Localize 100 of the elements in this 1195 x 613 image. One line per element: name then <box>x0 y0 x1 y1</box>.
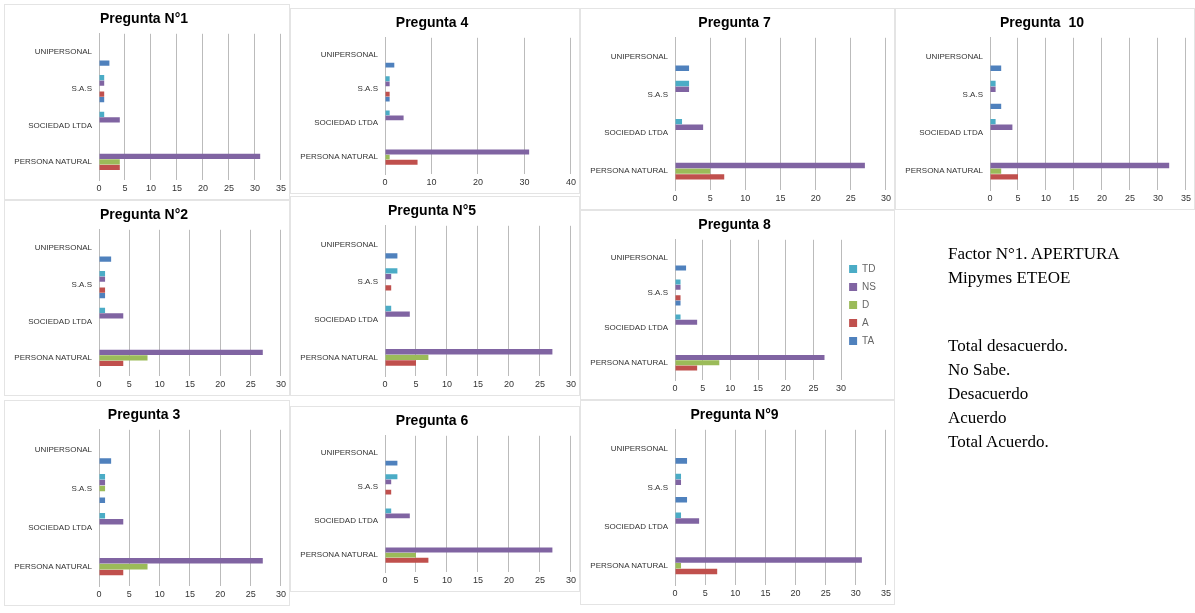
bar <box>675 314 681 320</box>
x-tick-label: 20 <box>472 177 484 188</box>
bar <box>675 300 681 306</box>
y-tick-label: UNIPERSONAL <box>320 448 379 458</box>
y-tick-label: PERSONA NATURAL <box>14 561 93 571</box>
x-tick-label: 0 <box>672 383 678 394</box>
x-tick-label: 15 <box>184 589 196 600</box>
x-tick-label: 30 <box>1152 193 1163 204</box>
x-tick-label: 30 <box>275 379 286 390</box>
x-tick-label: 10 <box>154 589 165 600</box>
bar <box>675 319 698 325</box>
x-tick-label: 10 <box>1040 193 1052 204</box>
chart-title: Pregunta N°2 <box>99 206 189 223</box>
y-tick-label: S.A.S <box>71 279 92 289</box>
bar <box>675 563 682 569</box>
text: Acuerdo <box>948 407 1008 429</box>
bar <box>385 360 416 366</box>
x-tick-label: 10 <box>154 379 165 390</box>
x-tick-label: 15 <box>1068 193 1080 204</box>
y-tick-label: SOCIEDAD LTDA <box>28 522 93 532</box>
y-tick-label: S.A.S <box>71 483 92 493</box>
x-tick-label: 5 <box>702 588 708 599</box>
bar <box>675 295 681 301</box>
chart-title: Pregunta 8 <box>698 216 771 233</box>
bar <box>385 285 392 291</box>
x-tick-label: 15 <box>184 379 196 390</box>
x-tick-label: 20 <box>503 575 514 586</box>
bar <box>675 162 865 169</box>
y-tick-label: PERSONA NATURAL <box>14 353 93 363</box>
bar <box>675 168 711 174</box>
bar <box>385 557 429 563</box>
x-tick-label: 5 <box>413 575 419 586</box>
bar <box>385 110 390 116</box>
x-tick-label: 0 <box>672 193 678 204</box>
bar <box>675 557 862 563</box>
bar <box>675 124 704 131</box>
bar <box>675 479 682 486</box>
bar <box>385 253 398 259</box>
y-tick-label: PERSONA NATURAL <box>14 157 93 167</box>
y-tick-label: UNIPERSONAL <box>320 239 379 249</box>
bar <box>675 518 700 524</box>
y-tick-label: PERSONA NATURAL <box>300 550 379 560</box>
y-tick-label: SOCIEDAD LTDA <box>604 522 669 532</box>
bar <box>675 360 720 366</box>
x-tick-label: 15 <box>760 588 771 599</box>
x-tick-label: 10 <box>426 177 437 188</box>
x-tick-label: 25 <box>1124 193 1135 204</box>
y-tick-label: PERSONA NATURAL <box>590 357 669 367</box>
x-tick-label: 15 <box>171 183 183 194</box>
y-tick-label: S.A.S <box>71 83 92 93</box>
bar <box>675 365 698 371</box>
bar <box>99 513 106 519</box>
x-tick-label: 10 <box>740 193 751 204</box>
x-tick-label: 30 <box>880 193 891 204</box>
x-tick-label: 35 <box>1180 193 1191 204</box>
bar <box>99 313 124 319</box>
y-tick-label: S.A.S <box>357 277 378 287</box>
y-tick-label: UNIPERSONAL <box>34 243 93 253</box>
bar <box>990 162 1170 169</box>
y-tick-label: SOCIEDAD LTDA <box>919 128 984 138</box>
x-tick-label: 20 <box>215 379 226 390</box>
x-tick-label: 25 <box>245 589 256 600</box>
x-tick-label: 15 <box>753 383 764 394</box>
y-tick-label: UNIPERSONAL <box>34 444 93 454</box>
x-tick-label: 20 <box>790 588 801 599</box>
x-tick-label: 40 <box>565 177 576 188</box>
x-tick-label: 25 <box>534 379 545 390</box>
y-tick-label: UNIPERSONAL <box>34 47 93 57</box>
legend-label: A <box>862 316 870 328</box>
x-tick-label: 5 <box>122 183 128 194</box>
x-tick-label: 25 <box>245 379 256 390</box>
bar <box>99 473 106 480</box>
x-tick-label: 5 <box>126 379 132 390</box>
x-tick-label: 0 <box>382 177 388 188</box>
x-tick-label: 30 <box>519 177 530 188</box>
text: Total Acuerdo. <box>948 431 1050 453</box>
chart-title: Pregunta N°5 <box>387 202 477 219</box>
x-tick-label: 0 <box>987 193 993 204</box>
legend-label: NS <box>862 280 877 292</box>
x-tick-label: 30 <box>275 589 286 600</box>
x-tick-label: 5 <box>700 383 706 394</box>
x-tick-label: 20 <box>780 383 791 394</box>
bar <box>99 117 120 123</box>
x-tick-label: 25 <box>808 383 819 394</box>
chart-title: Pregunta 3 <box>107 406 181 423</box>
bar <box>385 552 416 558</box>
y-tick-label: S.A.S <box>357 84 378 94</box>
y-tick-label: UNIPERSONAL <box>610 52 669 62</box>
x-tick-label: 35 <box>880 588 891 599</box>
legend-label: TA <box>862 334 875 346</box>
x-tick-label: 20 <box>1096 193 1107 204</box>
text: Total desacuerdo. <box>948 335 1069 357</box>
bar <box>385 76 390 82</box>
y-tick-label: PERSONA NATURAL <box>300 152 379 162</box>
bar <box>385 159 418 165</box>
y-tick-label: PERSONA NATURAL <box>300 352 379 362</box>
x-tick-label: 20 <box>503 379 514 390</box>
chart-title: Pregunta 10 <box>999 14 1085 31</box>
y-tick-label: SOCIEDAD LTDA <box>314 516 379 526</box>
x-tick-label: 5 <box>707 193 713 204</box>
